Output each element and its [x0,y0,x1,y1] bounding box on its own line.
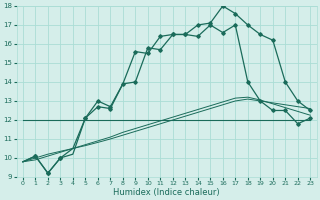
X-axis label: Humidex (Indice chaleur): Humidex (Indice chaleur) [113,188,220,197]
